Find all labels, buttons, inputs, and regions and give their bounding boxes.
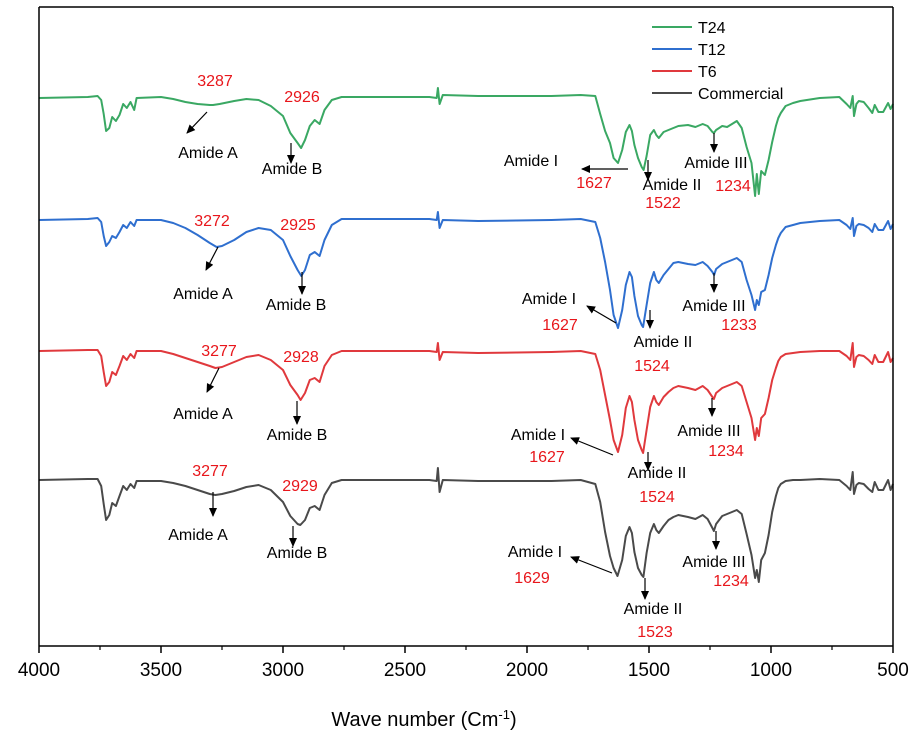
band-label-t12-amide-b: Amide B xyxy=(266,297,326,314)
legend-label-t6: T6 xyxy=(698,64,717,81)
peak-label-commercial-amide-ii: 1523 xyxy=(637,624,673,641)
band-label-t6-amide-b: Amide B xyxy=(267,427,327,444)
x-axis-title-close: ) xyxy=(510,709,517,731)
peak-label-t6-amide-a: 3277 xyxy=(201,343,237,360)
legend-label-commercial: Commercial xyxy=(698,86,783,103)
band-label-commercial-amide-a: Amide A xyxy=(168,527,228,544)
peak-label-commercial-amide-b: 2929 xyxy=(282,478,318,495)
peak-label-commercial-amide-i: 1629 xyxy=(514,570,550,587)
band-label-t6-amide-i: Amide I xyxy=(511,427,565,444)
peak-label-t12-amide-iii: 1233 xyxy=(721,317,757,334)
x-tick-label-2500: 2500 xyxy=(384,660,426,681)
band-label-t6-amide-iii: Amide III xyxy=(677,423,740,440)
band-label-commercial-amide-ii: Amide II xyxy=(624,601,683,618)
band-label-t6-amide-ii: Amide II xyxy=(628,465,687,482)
x-tick-label-1000: 1000 xyxy=(750,660,792,681)
arrow-t6-amide-a xyxy=(206,367,220,393)
band-label-t12-amide-i: Amide I xyxy=(522,291,576,308)
peak-label-t6-amide-i: 1627 xyxy=(529,449,565,466)
band-label-t24-amide-i: Amide I xyxy=(504,153,558,170)
legend-label-t24: T24 xyxy=(698,20,726,37)
annotation-layer: Amide A 3287 Amide B 2926 Amide I 1627 Amide I… xyxy=(168,73,757,641)
peak-label-t12-amide-b: 2925 xyxy=(280,217,316,234)
peak-label-t24-amide-iii: 1234 xyxy=(715,178,751,195)
arrow-t12-amide-a xyxy=(205,246,219,271)
axes-layer: 4000 3500 3000 2500 2000 1500 1000 500 xyxy=(18,6,909,681)
arrow-t12-amide-i xyxy=(586,305,617,324)
peak-label-t24-amide-a: 3287 xyxy=(197,73,233,90)
series-line-commercial xyxy=(38,467,894,583)
peak-label-commercial-amide-iii: 1234 xyxy=(713,573,749,590)
peak-label-commercial-amide-a: 3277 xyxy=(192,463,228,480)
peak-label-t12-amide-ii: 1524 xyxy=(634,358,670,375)
x-tick-label-2000: 2000 xyxy=(506,660,548,681)
peak-label-t6-amide-iii: 1234 xyxy=(708,443,744,460)
peak-label-t12-amide-i: 1627 xyxy=(542,317,578,334)
legend: T24 T12 T6 Commercial xyxy=(652,20,783,103)
band-label-commercial-amide-b: Amide B xyxy=(267,545,327,562)
series-line-t12 xyxy=(38,211,894,329)
x-tick-label-3500: 3500 xyxy=(140,660,182,681)
peak-label-t6-amide-b: 2928 xyxy=(283,349,319,366)
peak-label-t12-amide-a: 3272 xyxy=(194,213,230,230)
x-axis-title-sup: -1 xyxy=(498,707,510,722)
arrow-commercial-amide-i xyxy=(570,556,613,574)
peak-label-t6-amide-ii: 1524 xyxy=(639,489,675,506)
peak-label-t24-amide-ii: 1522 xyxy=(645,195,681,212)
band-label-t24-amide-ii: Amide II xyxy=(643,177,702,194)
series-line-t24 xyxy=(38,87,894,197)
series-line-t6 xyxy=(38,342,894,454)
band-label-t12-amide-iii: Amide III xyxy=(682,298,745,315)
x-tick-label-4000: 4000 xyxy=(18,660,60,681)
band-label-t24-amide-a: Amide A xyxy=(178,145,238,162)
legend-label-t12: T12 xyxy=(698,42,726,59)
band-label-commercial-amide-i: Amide I xyxy=(508,544,562,561)
x-tick-label-500: 500 xyxy=(877,660,909,681)
band-label-t12-amide-a: Amide A xyxy=(173,286,233,303)
band-label-t6-amide-a: Amide A xyxy=(173,406,233,423)
band-label-t24-amide-iii: Amide III xyxy=(684,155,747,172)
band-label-t12-amide-ii: Amide II xyxy=(634,334,693,351)
peak-label-t24-amide-i: 1627 xyxy=(576,175,612,192)
arrow-t24-amide-a xyxy=(186,111,208,134)
series-layer xyxy=(38,87,894,583)
band-label-t24-amide-b: Amide B xyxy=(262,161,322,178)
arrow-t6-amide-i xyxy=(570,437,614,456)
x-axis-title: Wave number (Cm-1) xyxy=(331,707,516,731)
peak-label-t24-amide-b: 2926 xyxy=(284,89,320,106)
band-label-commercial-amide-iii: Amide III xyxy=(682,554,745,571)
x-tick-label-1500: 1500 xyxy=(628,660,670,681)
x-axis-title-main: Wave number (Cm xyxy=(331,709,498,731)
x-tick-label-3000: 3000 xyxy=(262,660,304,681)
